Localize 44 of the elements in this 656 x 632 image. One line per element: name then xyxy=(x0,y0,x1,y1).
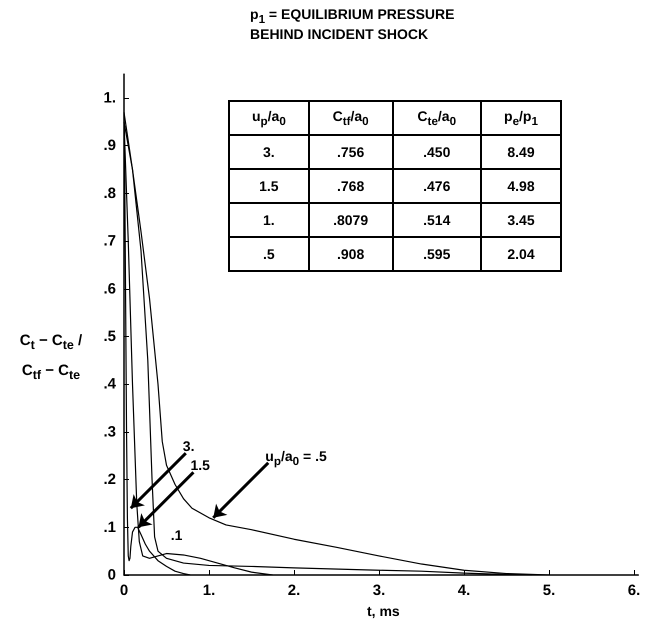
annotation: 1.5 xyxy=(229,169,309,203)
y-tick-label: .6 xyxy=(103,280,116,298)
annotation: .450 xyxy=(392,135,481,169)
annotation: C$_{t}$$_{e}$/a$_{0}$ xyxy=(392,101,481,135)
annotation: 1. xyxy=(229,203,309,237)
annotation: 8.49 xyxy=(481,135,561,169)
y-tick-label: .8 xyxy=(103,184,116,202)
x-tick-label: 1. xyxy=(202,582,216,599)
annotation: .756 xyxy=(308,135,393,169)
chart-title: p$_{1}$ = EQUILIBRIUM PRESSURE BEHIND INCIDENT SHOCK xyxy=(250,6,456,42)
annotation: .768 xyxy=(308,169,393,203)
y-tick-label: .1 xyxy=(103,518,116,536)
x-tick-label: 0 xyxy=(120,582,128,599)
y-tick-label: 0 xyxy=(108,566,116,584)
y-tick-label: .2 xyxy=(103,471,116,488)
x-tick-label: 3. xyxy=(372,582,386,599)
annotation: .595 xyxy=(392,237,481,271)
x-tick-label: 2. xyxy=(288,582,300,599)
annotation: 1.5 xyxy=(190,457,210,474)
annotation: .908 xyxy=(308,237,393,271)
y-tick-label: .7 xyxy=(103,232,116,250)
x-axis-title: t, ms xyxy=(367,603,400,619)
annotation: .5 xyxy=(229,237,309,271)
annotation: u$_{p}$/a$_{0}$ = .5 xyxy=(265,448,327,468)
annotation: 2.04 xyxy=(481,237,561,271)
y-tick-label: .3 xyxy=(103,423,116,440)
y-tick-label: .5 xyxy=(103,328,116,345)
annotation: u$_{p}$/a$_{0}$ xyxy=(229,101,309,135)
annotation: C$_{t}$$_{f}$/a$_{0}$ xyxy=(308,101,393,135)
y-tick-label: 1. xyxy=(103,90,116,106)
annotation: 3.45 xyxy=(481,203,561,237)
annotation: .476 xyxy=(392,169,481,203)
x-tick-label: 6. xyxy=(628,582,640,599)
y-tick-label: .4 xyxy=(103,376,117,393)
annotation: p$_{e}$/p$_{1}$ xyxy=(481,101,561,135)
x-tick-label: 4. xyxy=(458,582,470,599)
annotation: 3. xyxy=(229,135,309,169)
annotation: .1 xyxy=(170,527,182,544)
y-tick-label: .9 xyxy=(103,137,116,154)
x-tick-label: 5. xyxy=(542,582,556,599)
annotation: .8079 xyxy=(308,203,393,237)
annotation: 3. xyxy=(182,438,194,454)
annotation: 4.98 xyxy=(481,169,561,203)
annotation: .514 xyxy=(392,203,481,237)
